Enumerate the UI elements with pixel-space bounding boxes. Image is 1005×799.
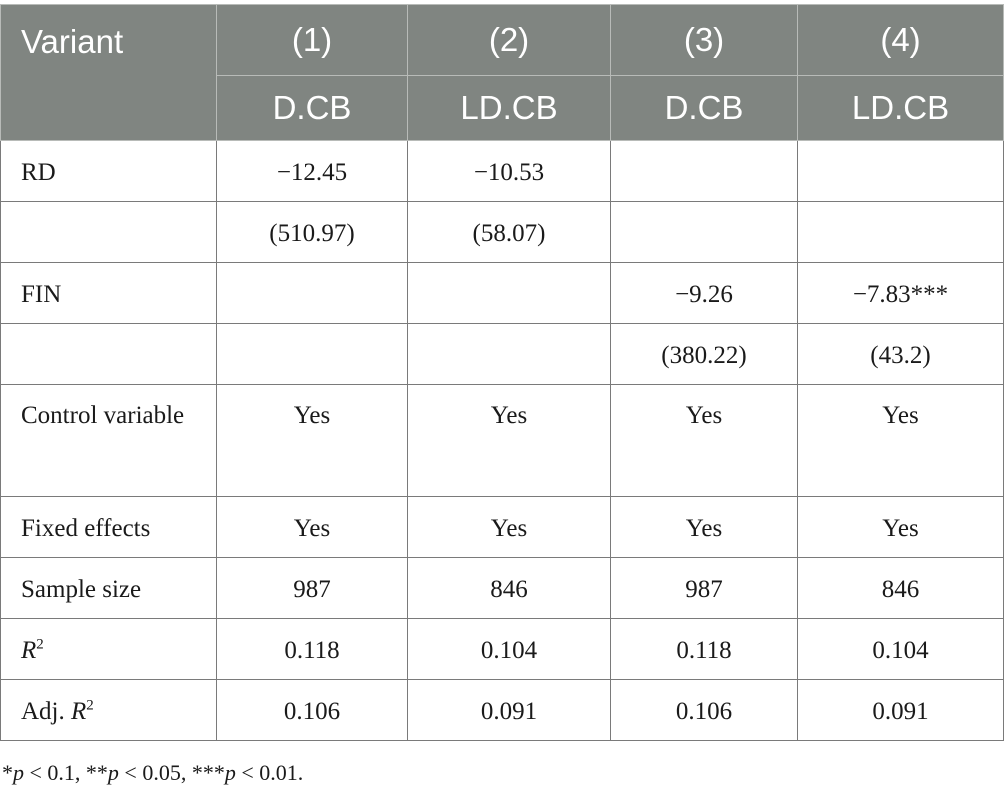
footnote-text: < 0.05, *** [118, 760, 225, 785]
table-header: Variant (1) (2) (3) (4) D.CB LD.CB D.CB … [0, 4, 1004, 141]
cell-r2-1: 0.118 [216, 618, 408, 680]
header-col-4-number: (4) [797, 4, 1004, 76]
cell-fin-4: −7.83*** [797, 262, 1004, 324]
header-col-3-dep: D.CB [610, 75, 798, 141]
cell-rd-se-4 [797, 201, 1004, 263]
regression-table: Variant (1) (2) (3) (4) D.CB LD.CB D.CB … [0, 4, 1004, 741]
row-label-r2: R2 [0, 618, 217, 680]
row-rd: RD −12.45 −10.53 [0, 140, 1004, 202]
row-control: Control variable Yes Yes Yes Yes [0, 384, 1004, 497]
cell-control-2: Yes [407, 384, 611, 497]
header-col-4-dep: LD.CB [797, 75, 1004, 141]
cell-control-4: Yes [797, 384, 1004, 497]
cell-rd-se-2: (58.07) [407, 201, 611, 263]
cell-r2-2: 0.104 [407, 618, 611, 680]
cell-fin-1 [216, 262, 408, 324]
r-symbol: R [21, 637, 37, 664]
row-rd-se: (510.97) (58.07) [0, 201, 1004, 263]
cell-fixed-2: Yes [407, 496, 611, 558]
footnote-p: p [13, 760, 24, 785]
header-row-dependent: D.CB LD.CB D.CB LD.CB [1, 75, 1004, 141]
cell-fixed-1: Yes [216, 496, 408, 558]
cell-rd-3 [610, 140, 798, 202]
superscript-two: 2 [86, 697, 94, 714]
footnote-p: p [224, 760, 236, 785]
header-variant: Variant [0, 4, 217, 141]
row-fin-se: (380.22) (43.2) [0, 323, 1004, 385]
row-label: FIN [0, 262, 217, 324]
cell-fixed-3: Yes [610, 496, 798, 558]
significance-footnote: *p < 0.1, **p < 0.05, ***p < 0.01. [2, 760, 303, 786]
superscript-two: 2 [36, 636, 44, 653]
cell-fixed-4: Yes [797, 496, 1004, 558]
footnote-star: * [2, 760, 13, 785]
cell-sample-1: 987 [216, 557, 408, 619]
row-label-adj-r2: Adj. R2 [0, 679, 217, 741]
cell-control-3: Yes [610, 384, 798, 497]
row-label: Sample size [0, 557, 217, 619]
cell-rd-se-1: (510.97) [216, 201, 408, 263]
cell-control-1: Yes [216, 384, 408, 497]
row-label: Fixed effects [0, 496, 217, 558]
table-body: RD −12.45 −10.53 (510.97) (58.07) FIN −9… [0, 140, 1004, 741]
footnote-text: < 0.01. [235, 760, 304, 785]
row-fin: FIN −9.26 −7.83*** [0, 262, 1004, 324]
row-label [0, 323, 217, 385]
cell-rd-4 [797, 140, 1004, 202]
cell-sample-4: 846 [797, 557, 1004, 619]
footnote-text: < 0.1, ** [24, 760, 108, 785]
cell-adj-r2-1: 0.106 [216, 679, 408, 741]
row-sample: Sample size 987 846 987 846 [0, 557, 1004, 619]
r-symbol: R [71, 698, 87, 725]
footnote-p: p [107, 760, 119, 785]
header-row-numbers: Variant (1) (2) (3) (4) [0, 4, 1004, 141]
header-col-2-number: (2) [407, 4, 611, 76]
cell-fin-se-4: (43.2) [797, 323, 1004, 385]
cell-rd-1: −12.45 [216, 140, 408, 202]
cell-r2-4: 0.104 [797, 618, 1004, 680]
cell-fin-3: −9.26 [610, 262, 798, 324]
cell-fin-se-2 [407, 323, 611, 385]
header-col-1-number: (1) [216, 4, 408, 76]
header-col-3-number: (3) [610, 4, 798, 76]
regression-table-container: Variant (1) (2) (3) (4) D.CB LD.CB D.CB … [0, 4, 1004, 741]
cell-r2-3: 0.118 [610, 618, 798, 680]
row-label [0, 201, 217, 263]
header-col-2-dep: LD.CB [407, 75, 611, 141]
row-r2: R2 0.118 0.104 0.118 0.104 [0, 618, 1004, 680]
adj-prefix: Adj. [21, 698, 71, 725]
cell-fin-se-3: (380.22) [610, 323, 798, 385]
row-label: RD [0, 140, 217, 202]
cell-rd-2: −10.53 [407, 140, 611, 202]
row-label: Control variable [0, 384, 217, 497]
cell-rd-se-3 [610, 201, 798, 263]
row-adj-r2: Adj. R2 0.106 0.091 0.106 0.091 [0, 679, 1004, 741]
cell-sample-3: 987 [610, 557, 798, 619]
cell-adj-r2-4: 0.091 [797, 679, 1004, 741]
cell-adj-r2-3: 0.106 [610, 679, 798, 741]
cell-fin-2 [407, 262, 611, 324]
row-fixed: Fixed effects Yes Yes Yes Yes [0, 496, 1004, 558]
cell-fin-se-1 [216, 323, 408, 385]
header-col-1-dep: D.CB [216, 75, 408, 141]
cell-sample-2: 846 [407, 557, 611, 619]
cell-adj-r2-2: 0.091 [407, 679, 611, 741]
